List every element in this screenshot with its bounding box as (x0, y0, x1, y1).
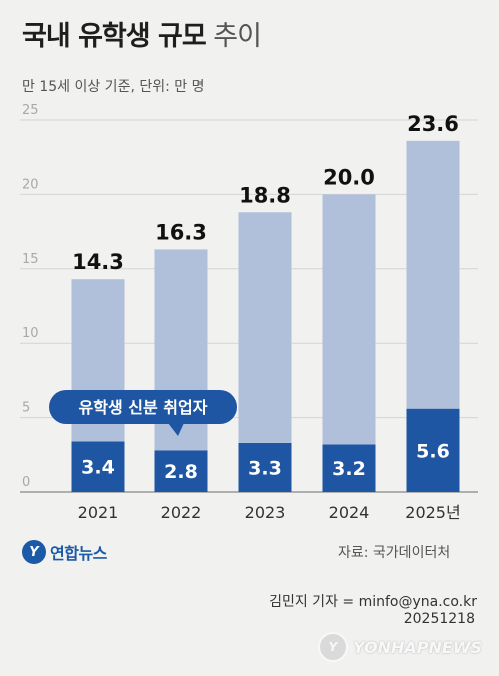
x-tick-label: 2022 (161, 503, 202, 522)
y-tick-label: 5 (22, 401, 30, 416)
y-tick-label: 25 (22, 103, 39, 118)
y-tick-label: 20 (22, 177, 39, 192)
yonhap-watermark-icon: Y (318, 632, 348, 662)
x-tick-label: 2021 (78, 503, 119, 522)
chart-title: 국내 유학생 규모 추이 (22, 14, 262, 53)
yonhap-logo-text: 연합뉴스 (50, 544, 107, 563)
watermark-text: YONHAPNEWS (353, 637, 482, 657)
publish-date: 20251218 (403, 611, 475, 627)
data-label-employed: 5.6 (416, 440, 450, 462)
y-tick-label: 15 (22, 252, 39, 267)
callout-bubble (49, 390, 237, 424)
bar-employed (322, 444, 376, 492)
chart-subtitle: 만 15세 이상 기준, 단위: 만 명 (22, 79, 205, 95)
x-tick-label: 2024 (329, 503, 370, 522)
x-tick-label: 2025년 (405, 503, 460, 522)
title-main: 국내 유학생 규모 (22, 21, 207, 52)
title-suffix: 추이 (213, 21, 262, 52)
data-label-total: 20.0 (323, 165, 375, 189)
yonhap-logo-icon: Y (22, 540, 46, 564)
y-tick-label: 10 (22, 326, 39, 341)
bar-other (406, 140, 460, 409)
source-text: 자료: 국가데이터처 (338, 545, 451, 561)
callout-pointer (168, 423, 184, 436)
data-label-total: 18.8 (239, 183, 291, 207)
bar-employed (406, 408, 460, 492)
bar-employed (154, 450, 208, 492)
y-tick-label: 0 (22, 475, 30, 490)
bar-other (238, 212, 292, 443)
data-label-total: 16.3 (155, 220, 207, 244)
bar-employed (71, 441, 125, 492)
reporter-credit: 김민지 기자 = minfo@yna.co.kr (269, 594, 477, 610)
bar-other (322, 194, 376, 445)
bar-employed (238, 442, 292, 492)
data-label-employed: 2.8 (164, 461, 198, 483)
data-label-employed: 3.2 (332, 458, 366, 480)
yonhap-logo: Y 연합뉴스 (22, 540, 107, 564)
x-tick-label: 2023 (245, 503, 286, 522)
data-label-total: 14.3 (72, 250, 124, 274)
callout-text: 유학생 신분 취업자 (79, 398, 208, 417)
data-label-employed: 3.4 (81, 457, 115, 479)
data-label-total: 23.6 (407, 112, 459, 136)
data-label-employed: 3.3 (248, 457, 282, 479)
yonhap-watermark: Y YONHAPNEWS (318, 632, 482, 662)
